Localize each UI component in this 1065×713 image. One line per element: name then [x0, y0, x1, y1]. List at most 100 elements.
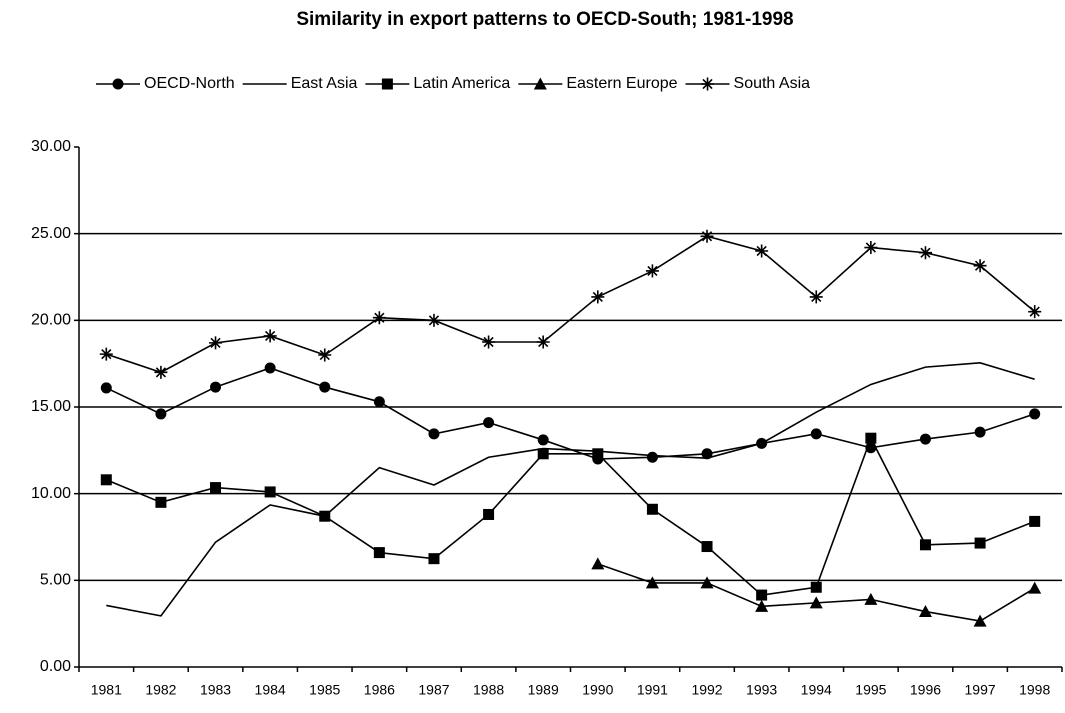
- legend-label: Eastern Europe: [566, 75, 677, 92]
- point-marker: [809, 596, 823, 609]
- legend-label: OECD-North: [144, 75, 235, 92]
- x-tick-label: 1996: [910, 682, 941, 698]
- x-tick-label: 1981: [91, 682, 122, 698]
- x-tick-label: 1994: [801, 682, 832, 698]
- x-tick-label: 1986: [364, 682, 395, 698]
- series-line: [106, 235, 1036, 374]
- x-tick-label: 1987: [418, 682, 449, 698]
- point-marker: [810, 581, 822, 593]
- point-marker: [536, 335, 550, 349]
- point-marker: [646, 451, 658, 463]
- point-marker: [372, 311, 386, 325]
- point-marker: [865, 432, 877, 444]
- y-tick-label: 5.00: [40, 572, 71, 589]
- chart-title: Similarity in export patterns to OECD-So…: [296, 9, 793, 30]
- point-marker: [756, 589, 768, 601]
- y-tick-label: 0.00: [40, 658, 71, 675]
- point-marker: [591, 557, 605, 570]
- point-marker: [537, 448, 549, 460]
- point-marker: [100, 382, 112, 394]
- point-marker: [918, 246, 932, 260]
- point-marker: [1028, 305, 1042, 319]
- point-marker: [755, 599, 769, 612]
- point-marker: [428, 553, 440, 565]
- point-marker: [919, 539, 931, 551]
- point-marker: [701, 541, 713, 553]
- point-marker: [319, 510, 331, 522]
- y-tick-label: 10.00: [31, 485, 71, 502]
- series-line: [106, 361, 1035, 617]
- point-marker: [263, 329, 277, 343]
- y-tick-label: 30.00: [31, 138, 71, 155]
- point-marker: [646, 503, 658, 515]
- point-marker: [264, 362, 276, 374]
- x-tick-label: 1990: [582, 682, 613, 698]
- point-marker: [1028, 581, 1042, 594]
- point-marker: [974, 426, 986, 438]
- y-tick-label: 15.00: [31, 398, 71, 415]
- x-tick-label: 1993: [746, 682, 777, 698]
- x-tick-label: 1995: [855, 682, 886, 698]
- point-marker: [319, 381, 331, 393]
- y-tick-label: 20.00: [31, 312, 71, 329]
- legend-marker: [381, 78, 393, 90]
- x-tick-label: 1992: [691, 682, 722, 698]
- point-marker: [537, 434, 549, 446]
- x-tick-label: 1988: [473, 682, 504, 698]
- point-marker: [700, 229, 714, 243]
- point-marker: [482, 335, 496, 349]
- point-marker: [1029, 408, 1041, 420]
- legend-label: East Asia: [291, 75, 358, 92]
- point-marker: [701, 448, 713, 460]
- x-tick-label: 1997: [965, 682, 996, 698]
- x-tick-label: 1984: [255, 682, 286, 698]
- point-marker: [373, 547, 385, 559]
- point-marker: [100, 474, 112, 486]
- legend-marker: [112, 78, 124, 90]
- point-marker: [210, 381, 222, 393]
- point-marker: [918, 605, 932, 618]
- point-marker: [974, 537, 986, 549]
- legend-marker: [701, 77, 715, 91]
- y-tick-label: 25.00: [31, 225, 71, 242]
- point-marker: [209, 336, 223, 350]
- x-tick-label: 1991: [637, 682, 668, 698]
- point-marker: [99, 347, 113, 361]
- point-marker: [973, 259, 987, 273]
- x-tick-label: 1998: [1019, 682, 1050, 698]
- point-marker: [155, 496, 167, 508]
- point-marker: [318, 348, 332, 362]
- point-marker: [864, 592, 878, 605]
- point-marker: [700, 576, 714, 589]
- point-marker: [973, 614, 987, 627]
- point-marker: [154, 365, 168, 379]
- legend-marker: [533, 77, 547, 90]
- point-marker: [483, 508, 495, 520]
- point-marker: [591, 290, 605, 304]
- x-tick-label: 1985: [309, 682, 340, 698]
- point-marker: [919, 433, 931, 445]
- x-tick-label: 1989: [528, 682, 559, 698]
- point-marker: [155, 408, 167, 420]
- x-tick-label: 1982: [145, 682, 176, 698]
- point-marker: [210, 482, 222, 494]
- point-marker: [427, 313, 441, 327]
- x-tick-label: 1983: [200, 682, 231, 698]
- point-marker: [483, 417, 495, 429]
- point-marker: [755, 244, 769, 258]
- point-marker: [592, 448, 604, 460]
- point-marker: [810, 428, 822, 440]
- point-marker: [645, 576, 659, 589]
- point-marker: [809, 290, 823, 304]
- series-line: [105, 367, 1035, 460]
- series-line: [106, 436, 1035, 596]
- point-marker: [645, 264, 659, 278]
- point-marker: [864, 241, 878, 255]
- point-marker: [373, 396, 385, 408]
- point-marker: [428, 428, 440, 440]
- point-marker: [1029, 515, 1041, 527]
- legend-label: Latin America: [413, 75, 510, 92]
- legend-label: South Asia: [734, 75, 811, 92]
- point-marker: [264, 486, 276, 498]
